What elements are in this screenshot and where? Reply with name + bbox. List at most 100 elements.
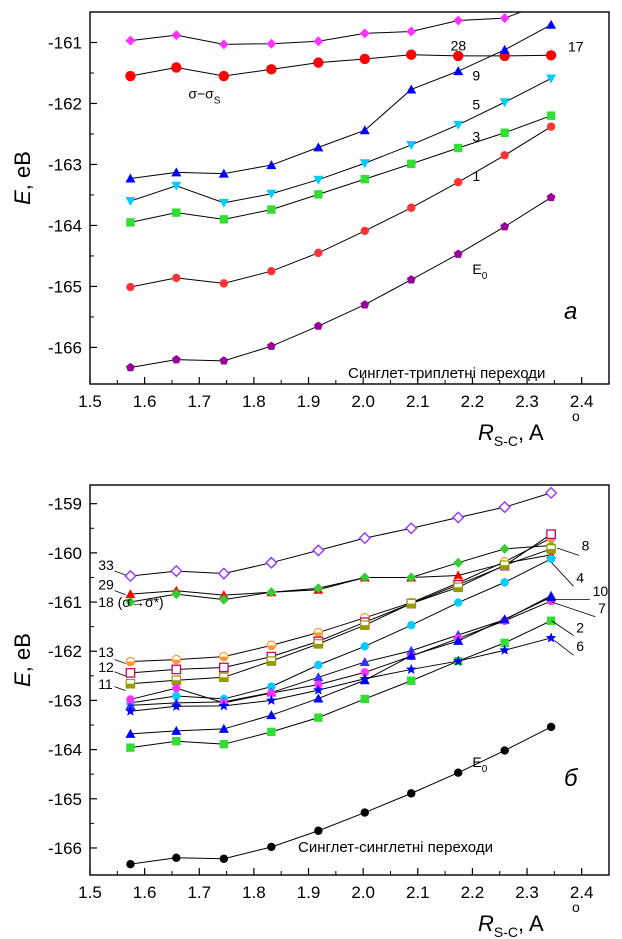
y-axis-title: E, eB <box>10 633 35 687</box>
series-line <box>130 537 552 663</box>
data-point <box>313 321 323 330</box>
data-point <box>267 842 276 852</box>
data-point <box>406 84 417 94</box>
data-point <box>125 597 136 608</box>
series-line <box>130 726 552 865</box>
leader-line <box>551 601 596 618</box>
marker-half-fill <box>546 548 556 554</box>
chart-annotation: Синглет-триплетні переходи <box>348 365 545 382</box>
x-tick-label: 2.3 <box>515 883 539 902</box>
data-point <box>360 642 369 651</box>
data-point <box>125 197 136 207</box>
data-point <box>267 341 276 350</box>
series-group <box>125 0 557 372</box>
x-tick-label: 2.2 <box>461 883 485 902</box>
marker-half-fill <box>546 538 556 543</box>
data-point <box>359 620 370 630</box>
data-point <box>266 640 277 651</box>
data-point <box>453 570 464 580</box>
leader-line <box>114 659 126 664</box>
data-point <box>171 589 182 600</box>
data-point <box>499 98 510 108</box>
data-point <box>125 700 136 710</box>
marker-half-fill <box>314 643 323 649</box>
series-label: 8 <box>582 537 590 553</box>
data-point <box>454 598 463 607</box>
data-point <box>171 167 182 177</box>
data-point <box>219 739 229 749</box>
data-point <box>499 543 510 554</box>
data-point <box>218 662 229 673</box>
series-12 <box>125 529 556 678</box>
data-point <box>359 53 370 65</box>
data-point <box>499 13 510 24</box>
series-label: 12 <box>98 659 114 675</box>
series-label: 10 <box>593 583 609 599</box>
series-line <box>130 595 552 706</box>
leader-line <box>114 590 126 596</box>
series-29 <box>125 549 557 600</box>
data-point <box>406 26 417 37</box>
data-point <box>266 656 277 666</box>
plot-frame <box>89 484 610 876</box>
data-point <box>267 727 276 737</box>
data-point <box>172 853 181 862</box>
data-point <box>171 664 182 675</box>
series-11 <box>125 544 556 689</box>
data-point <box>171 725 182 735</box>
y-tick-label: -161 <box>48 593 82 612</box>
angstrom-ring: o <box>572 899 580 915</box>
data-point <box>125 35 136 46</box>
series-line <box>130 600 552 704</box>
series-line <box>130 12 523 45</box>
series-7 <box>126 596 556 708</box>
series-line <box>130 558 552 704</box>
data-point <box>312 544 325 557</box>
series-label: 33 <box>98 557 114 573</box>
leader-line <box>114 570 126 576</box>
leader-line <box>114 686 126 691</box>
data-point <box>171 181 182 191</box>
data-point <box>314 826 323 835</box>
data-point <box>360 300 370 309</box>
series-9 <box>125 19 557 183</box>
data-point <box>546 122 556 131</box>
series-5 <box>125 74 557 208</box>
data-point <box>125 656 136 667</box>
data-point <box>125 728 136 738</box>
data-point <box>218 168 229 178</box>
y-tick-label: -165 <box>48 277 82 296</box>
data-point <box>498 500 511 514</box>
series-label: 28 <box>451 37 467 53</box>
data-point <box>359 125 370 135</box>
x-tick-label: 1.5 <box>78 392 102 411</box>
series-group <box>124 486 558 869</box>
data-point <box>359 572 370 583</box>
x-tick-label: 2.3 <box>515 392 539 411</box>
data-point <box>546 0 556 6</box>
marker-half-fill <box>267 661 276 666</box>
series-label: 17 <box>568 39 584 55</box>
data-point <box>546 529 556 540</box>
data-point <box>406 598 417 609</box>
marker-half-fill <box>172 680 181 685</box>
chart-annotation: Синглет-синглетні переходи <box>298 839 493 856</box>
x-tick-label: 2.0 <box>351 392 375 411</box>
y-tick-label: -160 <box>48 544 82 563</box>
data-point <box>360 226 369 236</box>
data-point <box>546 192 556 202</box>
series-label: 5 <box>472 97 480 113</box>
data-point <box>359 657 370 667</box>
y-tick-label: -162 <box>48 642 82 661</box>
leader-line <box>556 547 580 556</box>
series-label: 3 <box>472 128 480 144</box>
data-point <box>217 567 231 580</box>
data-point <box>126 362 135 372</box>
y-axis-title: E, eB <box>10 151 35 205</box>
data-point <box>406 572 417 583</box>
data-point <box>453 249 463 258</box>
data-point <box>407 159 416 169</box>
angstrom-ring: o <box>572 408 580 424</box>
data-point <box>125 705 136 716</box>
data-point <box>546 722 556 732</box>
